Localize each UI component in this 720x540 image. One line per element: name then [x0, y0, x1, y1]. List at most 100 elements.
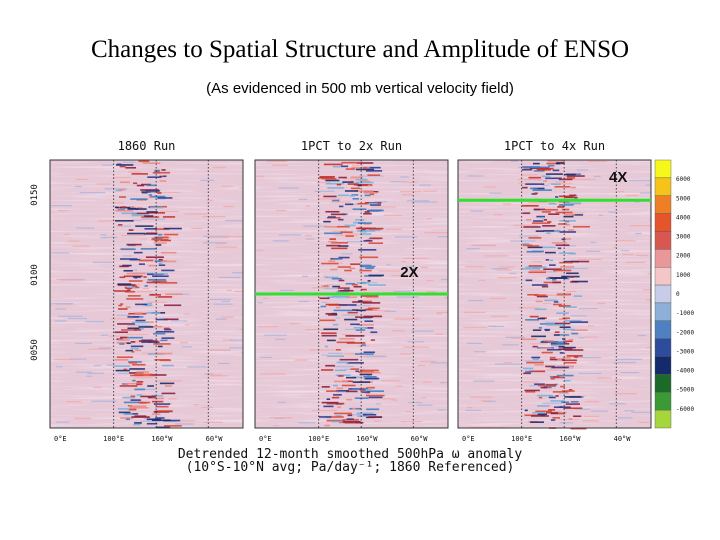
enso-streak — [114, 206, 119, 209]
streak — [374, 314, 381, 316]
enso-streak — [557, 247, 562, 250]
streak — [620, 371, 640, 374]
enso-streak — [151, 413, 161, 415]
streak — [72, 245, 90, 247]
enso-streak — [572, 225, 590, 228]
enso-streak — [350, 187, 361, 190]
enso-streak — [161, 392, 176, 395]
enso-streak — [534, 364, 544, 366]
streak — [528, 201, 555, 204]
enso-streak — [135, 208, 147, 210]
streak — [483, 186, 496, 188]
enso-streak — [144, 285, 148, 287]
enso-streak — [324, 226, 338, 228]
streak — [426, 218, 433, 220]
enso-streak — [359, 389, 367, 391]
enso-streak — [142, 190, 160, 193]
enso-streak — [522, 244, 533, 247]
enso-streak — [127, 327, 140, 330]
streak — [51, 303, 74, 305]
enso-streak — [546, 348, 562, 351]
streak — [88, 348, 111, 350]
enso-streak — [532, 345, 538, 348]
enso-streak — [126, 243, 142, 246]
streak — [424, 231, 448, 234]
streak — [598, 214, 604, 216]
streak — [289, 322, 300, 325]
enso-streak — [545, 365, 556, 368]
streak — [593, 175, 601, 177]
enso-streak — [148, 264, 156, 267]
enso-streak — [553, 301, 559, 303]
enso-streak — [130, 395, 136, 398]
enso-streak — [114, 359, 129, 361]
enso-streak — [525, 183, 545, 185]
streak — [311, 409, 338, 411]
streak — [417, 364, 426, 366]
colorbar-label: 3000 — [676, 234, 691, 241]
enso-streak — [562, 346, 576, 349]
streak — [396, 296, 419, 298]
enso-streak — [526, 361, 544, 364]
enso-streak — [554, 229, 561, 232]
streak — [637, 334, 647, 337]
streak — [204, 373, 214, 375]
streak — [608, 211, 618, 213]
enso-streak — [560, 238, 571, 240]
colorbar-label: 5000 — [676, 195, 691, 202]
streak — [542, 402, 562, 404]
streak — [503, 362, 512, 364]
streak — [93, 365, 101, 367]
streak — [277, 401, 286, 403]
enso-streak — [160, 239, 171, 242]
enso-streak — [151, 238, 169, 241]
panel-title: 1PCT to 4x Run — [504, 139, 605, 153]
enso-streak — [164, 233, 179, 236]
enso-streak — [541, 211, 551, 213]
enso-streak — [135, 373, 153, 375]
enso-streak — [130, 347, 139, 350]
enso-streak — [321, 285, 330, 288]
streak — [631, 411, 651, 413]
enso-streak — [545, 173, 563, 175]
enso-streak — [360, 317, 372, 320]
streak — [614, 378, 622, 380]
enso-streak — [321, 262, 339, 265]
panel-1 — [49, 159, 244, 429]
enso-streak — [355, 181, 374, 184]
enso-streak — [541, 351, 553, 354]
enso-streak — [525, 319, 539, 321]
enso-streak — [336, 361, 349, 364]
enso-streak — [533, 187, 545, 190]
enso-streak — [365, 308, 373, 311]
enso-streak — [527, 293, 539, 296]
streak — [91, 400, 117, 402]
streak — [545, 321, 556, 323]
colorbar-label: 6000 — [676, 176, 691, 183]
streak — [584, 336, 598, 338]
enso-streak — [144, 215, 154, 217]
enso-streak — [334, 412, 352, 415]
enso-streak — [335, 306, 341, 309]
enso-streak — [125, 287, 133, 289]
enso-streak — [530, 187, 538, 190]
enso-streak — [343, 288, 350, 291]
enso-streak — [541, 266, 547, 269]
streak — [127, 324, 152, 326]
enso-streak — [138, 259, 154, 262]
enso-streak — [336, 225, 350, 228]
streak — [635, 232, 642, 235]
enso-streak — [339, 358, 359, 361]
enso-streak — [333, 323, 339, 326]
enso-streak — [117, 209, 125, 211]
enso-streak — [563, 407, 583, 410]
enso-streak — [352, 381, 371, 383]
enso-streak — [347, 311, 358, 314]
streak — [542, 302, 552, 304]
enso-streak — [131, 214, 146, 217]
streak — [145, 388, 157, 390]
enso-streak — [555, 395, 559, 397]
enso-streak — [535, 410, 553, 413]
streak — [76, 178, 88, 181]
enso-streak — [326, 339, 336, 342]
